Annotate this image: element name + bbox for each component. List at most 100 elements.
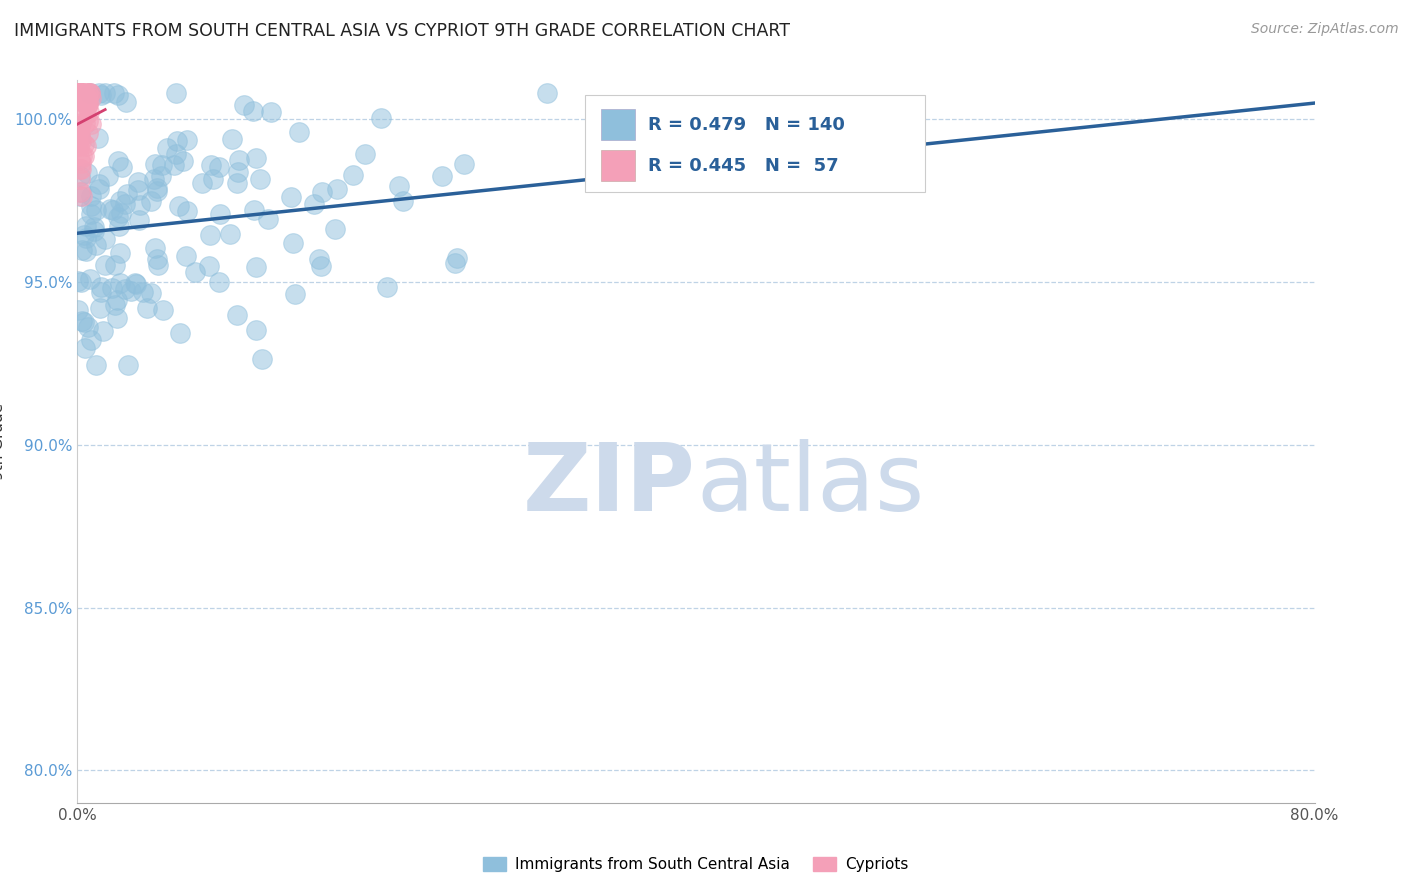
Point [146,184,169,198]
Point [72,149,94,163]
Point [91,324,114,338]
Point [139,285,162,300]
Point [201,172,224,186]
Point [135,301,157,315]
Point [67,105,90,120]
Point [79,271,101,285]
Point [66,87,89,101]
Text: R = 0.445   N =  57: R = 0.445 N = 57 [648,157,838,175]
Point [83,219,105,234]
Point [67,124,90,138]
Point [93,231,115,245]
Point [108,276,131,290]
Point [117,359,139,373]
Point [84,238,107,252]
Point [191,176,214,190]
Point [302,197,325,211]
Point [107,219,129,233]
Point [75,96,97,111]
Point [242,103,264,118]
Point [311,185,333,199]
Point [176,133,198,147]
Point [67,87,90,101]
Point [111,160,134,174]
Point [228,153,250,167]
Point [103,87,125,101]
Point [69,87,91,101]
Point [69,161,91,176]
Point [107,153,129,168]
Point [432,169,454,184]
Point [67,128,90,142]
Point [73,136,96,151]
Point [146,258,169,272]
Point [444,256,467,270]
Point [166,134,188,148]
Point [208,207,231,221]
Point [107,88,129,103]
Point [89,301,111,315]
Point [94,87,117,101]
Point [225,308,247,322]
Point [141,194,163,208]
Point [79,87,101,101]
Text: atlas: atlas [696,439,924,531]
Point [165,87,187,101]
Point [388,179,411,194]
Point [198,228,221,243]
Point [90,285,112,299]
Point [80,199,103,213]
Point [75,90,97,104]
Point [86,130,108,145]
Point [67,130,90,145]
Point [89,87,111,101]
Point [98,202,121,216]
Text: IMMIGRANTS FROM SOUTH CENTRAL ASIA VS CYPRIOT 9TH GRADE CORRELATION CHART: IMMIGRANTS FROM SOUTH CENTRAL ASIA VS CY… [14,22,790,40]
Point [536,87,558,101]
Point [446,252,468,266]
Point [150,158,173,172]
Point [370,112,392,126]
Point [226,176,249,190]
Point [132,285,155,300]
Point [67,87,90,101]
Point [67,128,90,143]
Point [392,194,415,208]
Point [257,211,280,226]
Point [76,99,98,113]
FancyBboxPatch shape [585,95,925,193]
Point [67,138,90,153]
Point [129,198,152,212]
Point [94,258,117,272]
Point [66,135,89,149]
Point [75,219,97,234]
Point [280,190,302,204]
Point [174,249,197,263]
Point [104,298,127,312]
Point [101,202,124,217]
Point [115,187,138,202]
Point [249,172,271,186]
Point [73,87,96,101]
Text: ZIP: ZIP [523,439,696,531]
Point [72,244,94,258]
Point [242,203,264,218]
Point [128,212,150,227]
Point [70,87,93,101]
Point [105,310,128,325]
Point [250,351,273,366]
Point [288,125,311,139]
Point [70,115,93,129]
Point [69,185,91,199]
Point [197,259,219,273]
Point [90,280,112,294]
Text: R = 0.479   N = 140: R = 0.479 N = 140 [648,116,845,134]
Point [114,196,136,211]
Point [70,189,93,203]
Point [326,182,349,196]
Point [218,227,240,242]
Point [75,230,97,244]
Point [72,314,94,328]
Point [120,285,142,299]
Point [77,127,100,141]
